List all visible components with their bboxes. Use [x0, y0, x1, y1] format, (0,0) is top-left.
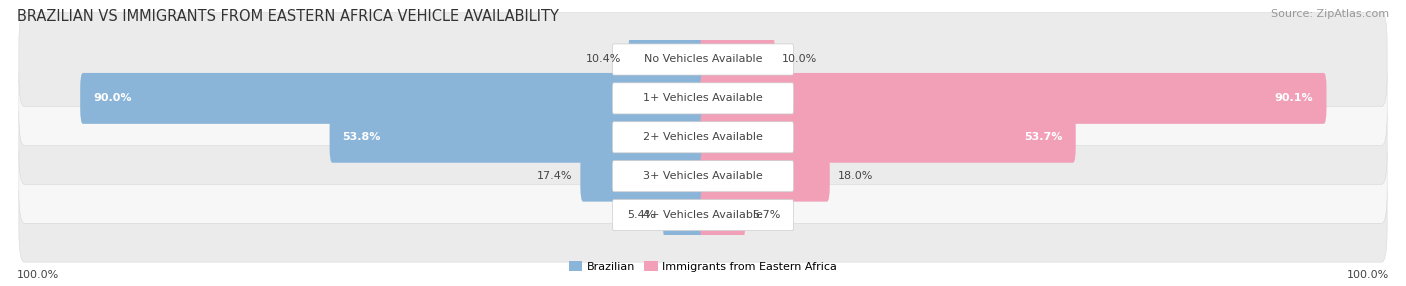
FancyBboxPatch shape [664, 190, 706, 241]
Text: 2+ Vehicles Available: 2+ Vehicles Available [643, 132, 763, 142]
FancyBboxPatch shape [581, 151, 706, 202]
Text: 10.0%: 10.0% [782, 55, 817, 64]
Text: 100.0%: 100.0% [1347, 270, 1389, 280]
FancyBboxPatch shape [700, 73, 1326, 124]
Text: Source: ZipAtlas.com: Source: ZipAtlas.com [1271, 9, 1389, 19]
Text: 17.4%: 17.4% [537, 171, 572, 181]
Text: 53.8%: 53.8% [343, 132, 381, 142]
FancyBboxPatch shape [700, 34, 775, 85]
FancyBboxPatch shape [628, 34, 706, 85]
Text: 5.7%: 5.7% [752, 210, 780, 220]
Text: 3+ Vehicles Available: 3+ Vehicles Available [643, 171, 763, 181]
Text: 53.7%: 53.7% [1024, 132, 1063, 142]
FancyBboxPatch shape [18, 129, 1388, 223]
Text: 90.0%: 90.0% [93, 94, 132, 103]
Legend: Brazilian, Immigrants from Eastern Africa: Brazilian, Immigrants from Eastern Afric… [569, 261, 837, 272]
FancyBboxPatch shape [613, 161, 793, 192]
FancyBboxPatch shape [613, 83, 793, 114]
FancyBboxPatch shape [613, 44, 793, 75]
Text: 5.4%: 5.4% [627, 210, 655, 220]
Text: 10.4%: 10.4% [586, 55, 621, 64]
FancyBboxPatch shape [700, 112, 1076, 163]
Text: 90.1%: 90.1% [1275, 94, 1313, 103]
FancyBboxPatch shape [329, 112, 706, 163]
Text: 18.0%: 18.0% [838, 171, 873, 181]
FancyBboxPatch shape [613, 200, 793, 231]
Text: 4+ Vehicles Available: 4+ Vehicles Available [643, 210, 763, 220]
Text: 100.0%: 100.0% [17, 270, 59, 280]
FancyBboxPatch shape [613, 122, 793, 153]
FancyBboxPatch shape [18, 168, 1388, 262]
Text: BRAZILIAN VS IMMIGRANTS FROM EASTERN AFRICA VEHICLE AVAILABILITY: BRAZILIAN VS IMMIGRANTS FROM EASTERN AFR… [17, 9, 558, 23]
FancyBboxPatch shape [700, 190, 745, 241]
Text: No Vehicles Available: No Vehicles Available [644, 55, 762, 64]
FancyBboxPatch shape [18, 90, 1388, 184]
FancyBboxPatch shape [18, 51, 1388, 146]
FancyBboxPatch shape [80, 73, 706, 124]
FancyBboxPatch shape [18, 12, 1388, 107]
FancyBboxPatch shape [700, 151, 830, 202]
Text: 1+ Vehicles Available: 1+ Vehicles Available [643, 94, 763, 103]
